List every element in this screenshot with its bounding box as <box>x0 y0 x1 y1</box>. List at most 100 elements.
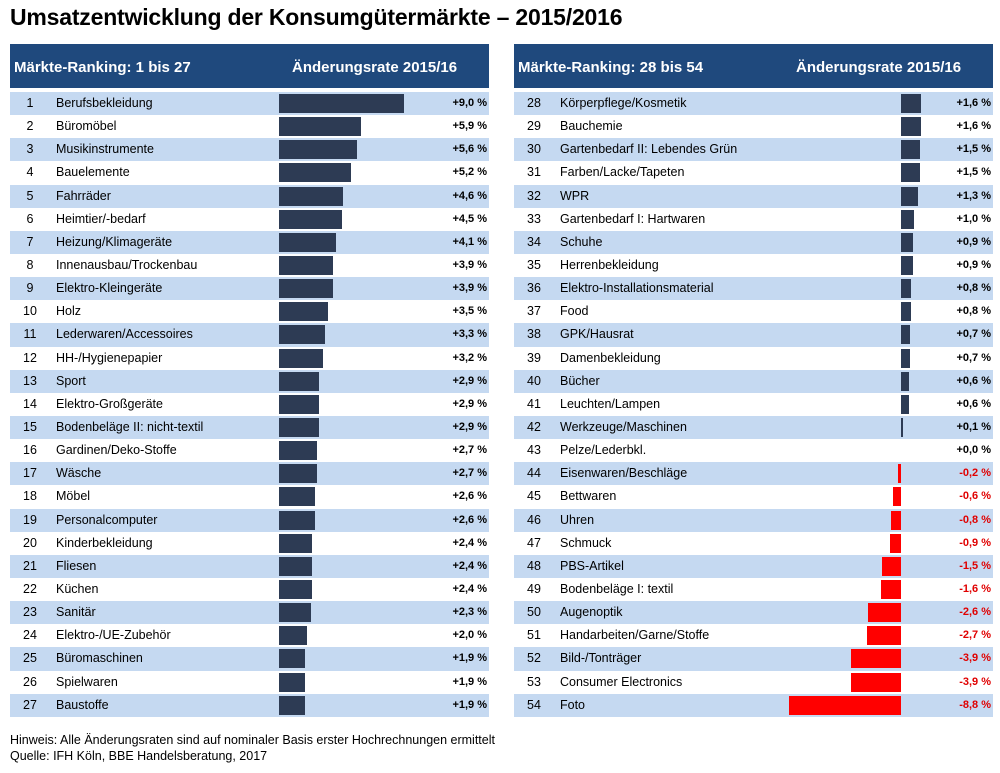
table-row: 7 Heizung/Klimageräte +4,1 % <box>10 230 489 254</box>
bar <box>279 603 311 623</box>
table-row: 18 Möbel +2,6 % <box>10 485 489 508</box>
table-row: 28 Körperpflege/Kosmetik +1,6 % <box>514 92 993 116</box>
bar <box>279 140 357 160</box>
market-label: Elektro-/UE-Zubehör <box>56 628 171 643</box>
market-label: Wäsche <box>56 466 102 481</box>
rank-label: 48 <box>527 558 541 573</box>
market-label: Foto <box>560 697 586 712</box>
rank-label: 51 <box>527 628 541 643</box>
value-label: +2,4 % <box>452 582 487 595</box>
bar <box>866 626 901 646</box>
market-label: Bauelemente <box>56 165 130 180</box>
value-label: -8,8 % <box>959 698 991 711</box>
table-row: 42 Werkzeuge/Maschinen +0,1 % <box>514 415 993 440</box>
table-row: 33 Gartenbedarf I: Hartwaren +1,0 % <box>514 208 993 231</box>
value-label: +4,6 % <box>452 189 487 202</box>
rank-label: 45 <box>527 489 541 504</box>
market-label: Personalcomputer <box>56 512 158 527</box>
rank-label: 26 <box>23 674 37 689</box>
market-label: Elektro-Installationsmaterial <box>560 281 714 296</box>
market-label: Gartenbedarf II: Lebendes Grün <box>560 142 738 157</box>
table-row: 46 Uhren -0,8 % <box>514 508 993 532</box>
market-label: Werkzeuge/Maschinen <box>560 419 687 434</box>
rank-label: 50 <box>527 605 541 620</box>
table-row: 15 Bodenbeläge II: nicht-textil +2,9 % <box>10 415 489 440</box>
value-label: +2,4 % <box>452 536 487 549</box>
market-label: WPR <box>560 188 590 203</box>
value-label: +0,6 % <box>956 397 991 410</box>
rank-label: 49 <box>527 581 541 596</box>
table-row: 35 Herrenbekleidung +0,9 % <box>514 254 993 277</box>
bar <box>279 371 320 391</box>
value-label: +1,5 % <box>956 143 991 156</box>
market-label: Bauchemie <box>560 119 623 134</box>
table-row: 24 Elektro-/UE-Zubehör +2,0 % <box>10 624 489 647</box>
market-label: Bettwaren <box>560 489 617 504</box>
market-label: Gartenbedarf I: Hartwaren <box>560 211 706 226</box>
market-label: Pelze/Lederbkl. <box>560 443 647 458</box>
bar <box>279 209 342 229</box>
table-row: 50 Augenoptik -2,6 % <box>514 601 993 625</box>
table-row: 38 GPK/Hausrat +0,7 % <box>514 323 993 347</box>
bar <box>880 579 901 599</box>
bar <box>279 348 324 368</box>
bar <box>279 302 328 322</box>
table-row: 43 Pelze/Lederbkl. +0,0 % <box>514 439 993 462</box>
rank-label: 47 <box>527 535 541 550</box>
bar <box>901 140 921 160</box>
market-label: Holz <box>56 304 82 319</box>
rank-label: 37 <box>527 304 541 319</box>
rank-label: 39 <box>527 350 541 365</box>
table-row: 5 Fahrräder +4,6 % <box>10 184 489 208</box>
table-row: 41 Leuchten/Lampen +0,6 % <box>514 393 993 416</box>
table-row: 13 Sport +2,9 % <box>10 369 489 393</box>
bar <box>901 163 921 183</box>
value-label: -2,7 % <box>959 629 991 642</box>
market-label: Uhren <box>560 512 595 527</box>
rank-label: 52 <box>527 651 541 666</box>
value-label: +1,6 % <box>956 97 991 109</box>
table-row: 10 Holz +3,5 % <box>10 300 489 323</box>
bar <box>901 348 910 368</box>
market-label: Baustoffe <box>56 697 109 712</box>
market-label: Bücher <box>560 373 600 388</box>
bar <box>279 163 352 183</box>
bar <box>279 464 317 484</box>
value-label: -0,8 % <box>959 513 991 526</box>
rank-label: 14 <box>23 396 37 411</box>
rank-label: 21 <box>23 558 37 573</box>
market-label: Bild-/Tonträger <box>560 651 642 666</box>
value-label: -2,6 % <box>959 606 991 619</box>
table-row: 22 Küchen +2,4 % <box>10 578 489 601</box>
value-label: +2,6 % <box>452 490 487 503</box>
value-label: +2,9 % <box>452 397 487 410</box>
market-label: Körperpflege/Kosmetik <box>560 96 687 110</box>
table-row: 6 Heimtier/-bedarf +4,5 % <box>10 208 489 231</box>
rank-label: 5 <box>26 188 34 203</box>
table-row: 54 Foto -8,8 % <box>514 693 993 717</box>
bar <box>901 94 922 113</box>
table-row: 9 Elektro-Kleingeräte +3,9 % <box>10 277 489 301</box>
value-label: +2,9 % <box>452 374 487 387</box>
rank-label: 19 <box>23 512 37 527</box>
rank-label: 36 <box>527 281 541 296</box>
value-label: +1,9 % <box>452 675 487 688</box>
table-row: 44 Eisenwaren/Beschläge -0,2 % <box>514 462 993 486</box>
rank-label: 25 <box>23 651 37 666</box>
bar <box>279 186 343 206</box>
bar <box>279 649 306 669</box>
ranking-rows: 1 Berufsbekleidung +9,0 % 2 Büromöbel +5,9 % 3… <box>10 92 489 717</box>
bar <box>279 533 313 553</box>
value-label: +2,7 % <box>452 467 487 480</box>
bar <box>901 255 913 275</box>
value-label: +3,9 % <box>452 258 487 271</box>
value-label: +1,3 % <box>956 189 991 202</box>
rank-label: 11 <box>23 327 37 342</box>
table-row: 31 Farben/Lacke/Tapeten +1,5 % <box>514 161 993 184</box>
table-row: 37 Food +0,8 % <box>514 300 993 323</box>
market-label: Fahrräder <box>56 188 111 203</box>
rank-label: 16 <box>23 443 37 458</box>
table-row: 32 WPR +1,3 % <box>514 184 993 208</box>
rank-label: 22 <box>23 581 37 596</box>
rank-label: 35 <box>527 257 541 272</box>
